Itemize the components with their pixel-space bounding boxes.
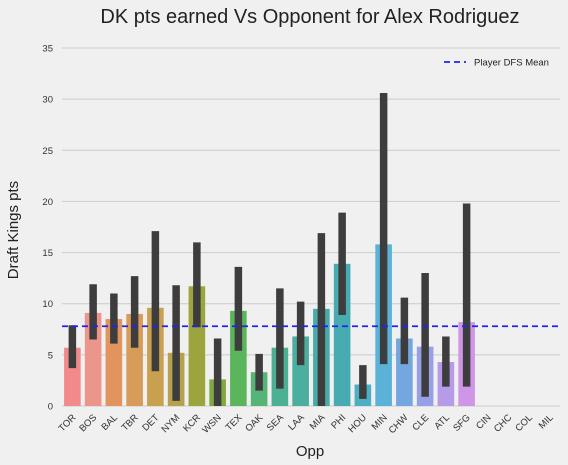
bar-bal [105, 319, 123, 406]
x-tick-label: BOS [77, 412, 99, 434]
y-tick-label: 35 [42, 44, 53, 55]
plot-area [62, 48, 560, 406]
x-tick-label: CHC [492, 412, 514, 434]
x-tick-label: CLE [410, 412, 431, 433]
y-tick-label: 30 [42, 95, 53, 106]
x-tick-label: TEX [224, 412, 245, 433]
x-tick-label: CIN [474, 412, 493, 431]
legend-mean-label: Player DFS Mean [474, 58, 549, 69]
y-tick-label: 20 [42, 197, 53, 208]
x-tick-label: ATL [432, 412, 452, 432]
x-tick-label: MIA [308, 412, 328, 432]
x-tick-label: KCR [181, 412, 203, 434]
x-tick-label: WSN [200, 412, 224, 436]
x-tick-label: COL [513, 412, 535, 434]
x-tick-label: TOR [57, 412, 79, 434]
x-tick-label: SFG [451, 412, 473, 434]
chart-title: DK pts earned Vs Opponent for Alex Rodri… [100, 6, 519, 28]
x-tick-label: NYM [160, 412, 183, 435]
y-tick-label: 25 [42, 146, 53, 157]
x-axis-label: Opp [296, 443, 324, 460]
x-tick-label: SEA [265, 412, 287, 434]
bar-kcr [188, 286, 206, 406]
bar-tbr [126, 313, 143, 406]
bar-tor [64, 347, 81, 406]
bar-phi [333, 263, 351, 406]
x-tick-label: DET [140, 412, 161, 433]
y-tick-labels: 0 5 10 15 20 25 30 35 [42, 44, 53, 413]
x-tick-label: TBR [120, 412, 141, 433]
bar-laa [292, 336, 309, 406]
y-tick-label: 15 [42, 248, 53, 259]
y-axis-label: Draft Kings pts [5, 181, 22, 279]
x-tick-label: BAL [100, 412, 120, 432]
x-tick-label: HOU [346, 412, 369, 435]
x-tick-label: MIL [537, 412, 556, 431]
x-tick-label: LAA [286, 412, 307, 433]
y-tick-label: 10 [42, 299, 53, 310]
legend: Player DFS Mean [444, 58, 549, 69]
gridlines [62, 47, 560, 407]
x-tick-label: CHW [387, 412, 411, 436]
x-tick-label: PHI [329, 412, 348, 431]
x-tick-label: OAK [243, 412, 265, 434]
y-tick-label: 5 [48, 350, 53, 361]
error-bars [68, 93, 471, 406]
y-tick-label: 0 [48, 402, 53, 413]
bar-bos [84, 312, 102, 406]
bar-tex [230, 310, 247, 406]
bar-chw [396, 338, 413, 406]
